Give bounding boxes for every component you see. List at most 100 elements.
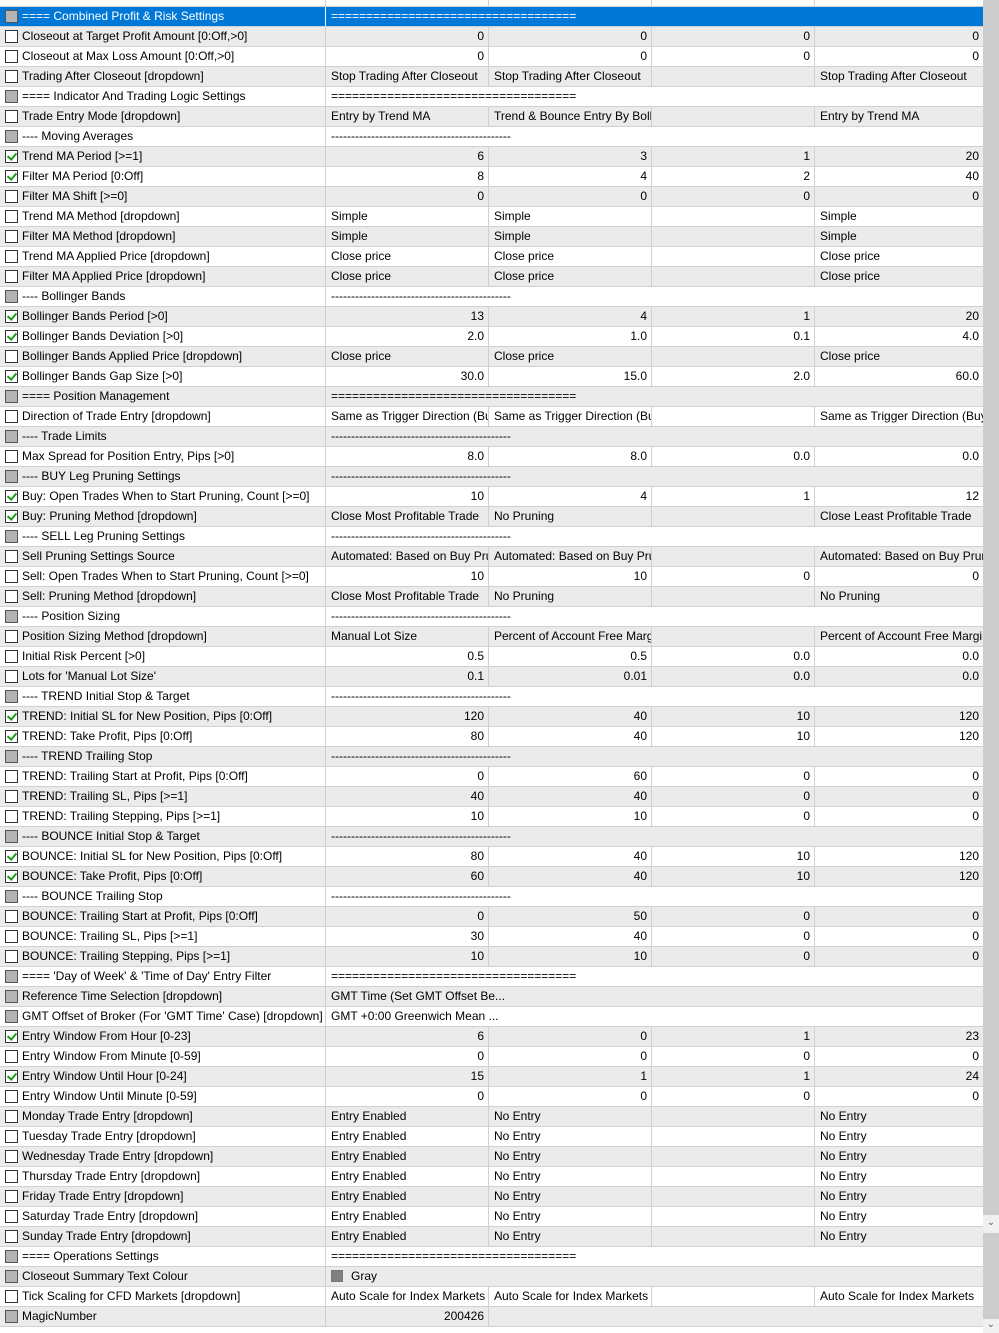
value-cell[interactable]: 40 xyxy=(489,727,652,746)
value-cell[interactable]: Entry Enabled xyxy=(326,1127,489,1146)
parameter-name[interactable]: Trade Entry Mode [dropdown] xyxy=(0,107,326,126)
value-cell[interactable]: 0 xyxy=(972,49,979,63)
span-value-cell[interactable]: =================================== xyxy=(326,1247,983,1266)
value-cell[interactable]: 80 xyxy=(326,847,489,866)
value-cell[interactable]: No Entry xyxy=(820,1149,867,1163)
parameter-name[interactable]: ---- TREND Initial Stop & Target xyxy=(0,687,326,706)
parameter-row[interactable]: Thursday Trade Entry [dropdown] Entry Ena… xyxy=(0,1167,983,1187)
value-cell[interactable]: No Pruning xyxy=(820,589,881,603)
value-cell[interactable]: 0 xyxy=(652,187,815,206)
value-cell[interactable]: Auto Scale for Index Markets xyxy=(326,1287,489,1306)
value-cell[interactable]: 1 xyxy=(652,1027,815,1046)
value-cell[interactable]: Entry Enabled xyxy=(326,1207,489,1226)
value-cell[interactable]: 0 xyxy=(652,27,815,46)
checkbox-icon[interactable] xyxy=(5,770,18,783)
value-cell[interactable]: 2 xyxy=(652,167,815,186)
checkbox-icon[interactable] xyxy=(5,670,18,683)
value-cell[interactable]: Simple xyxy=(326,227,489,246)
parameter-row[interactable]: ---- BOUNCE Initial Stop & Target -------… xyxy=(0,827,983,847)
value-cell[interactable]: 8.0 xyxy=(326,447,489,466)
value-cell[interactable] xyxy=(652,407,815,426)
value-cell[interactable]: 13 xyxy=(326,307,489,326)
parameter-row[interactable]: Closeout at Max Loss Amount [0:Off,>0] 0 0… xyxy=(0,47,983,67)
value-cell[interactable]: 0 xyxy=(652,947,815,966)
value-cell[interactable]: 0.0 xyxy=(652,647,815,666)
value-cell[interactable]: Close price xyxy=(489,247,652,266)
parameter-name[interactable]: TREND: Trailing Start at Profit, Pips [0… xyxy=(0,767,326,786)
value-cell[interactable]: 0 xyxy=(489,1047,652,1066)
value-cell[interactable]: 40 xyxy=(489,847,652,866)
value-cell[interactable]: No Pruning xyxy=(489,507,652,526)
value-cell[interactable]: 120 xyxy=(958,849,979,863)
value-cell[interactable]: 80 xyxy=(326,727,489,746)
value-cell[interactable]: 40 xyxy=(489,707,652,726)
value-cell[interactable]: 2.0 xyxy=(652,367,815,386)
value-cell[interactable]: 0 xyxy=(489,27,652,46)
value-cell[interactable]: 0 xyxy=(489,1087,652,1106)
parameter-row[interactable]: BOUNCE: Take Profit, Pips [0:Off] 60 40 10 1… xyxy=(0,867,983,887)
value-cell[interactable]: 0.01 xyxy=(489,667,652,686)
checkbox-icon[interactable] xyxy=(5,650,18,663)
value-cell[interactable]: Stop Trading After Closeout xyxy=(820,69,967,83)
parameter-row[interactable]: ---- BOUNCE Trailing Stop ---------------… xyxy=(0,887,983,907)
span-value-cell[interactable]: ----------------------------------------… xyxy=(326,687,983,706)
value-cell[interactable]: 0 xyxy=(972,809,979,823)
value-cell[interactable]: 30.0 xyxy=(326,367,489,386)
checkbox-icon[interactable] xyxy=(5,1050,18,1063)
parameter-row[interactable]: Closeout at Target Profit Amount [0:Off,… xyxy=(0,27,983,47)
parameter-name[interactable]: TREND: Trailing SL, Pips [>=1] xyxy=(0,787,326,806)
value-cell[interactable]: 4 xyxy=(489,487,652,506)
value-cell[interactable]: 4 xyxy=(489,307,652,326)
parameter-row[interactable]: ==== 'Day of Week' & 'Time of Day' Entry… xyxy=(0,967,983,987)
value-cell[interactable]: 0 xyxy=(489,1027,652,1046)
value-cell[interactable]: Entry Enabled xyxy=(326,1147,489,1166)
parameter-row[interactable]: ==== Combined Profit & Risk Settings ====… xyxy=(0,7,983,27)
value-cell[interactable]: 0 xyxy=(489,47,652,66)
parameter-name[interactable]: Max Spread for Position Entry, Pips [>0] xyxy=(0,447,326,466)
span-value-cell[interactable]: =================================== xyxy=(326,967,983,986)
value-cell[interactable]: 15 xyxy=(326,1067,489,1086)
value-cell[interactable] xyxy=(652,67,815,86)
outer-scroll-down-arrow-icon[interactable]: ⌄ xyxy=(986,1319,996,1330)
parameter-row[interactable]: ---- BUY Leg Pruning Settings -----------… xyxy=(0,467,983,487)
value-cell[interactable]: No Entry xyxy=(489,1107,652,1126)
parameter-name[interactable]: Entry Window From Minute [0-59] xyxy=(0,1047,326,1066)
span-value-cell[interactable]: ----------------------------------------… xyxy=(326,747,983,766)
checkbox-checked-icon[interactable] xyxy=(5,850,18,863)
parameter-row[interactable]: Initial Risk Percent [>0] 0.5 0.5 0.0 0.0 xyxy=(0,647,983,667)
checkbox-checked-icon[interactable] xyxy=(5,510,18,523)
parameter-name[interactable]: Filter MA Period [0:Off] xyxy=(0,167,326,186)
parameter-name[interactable]: Closeout at Target Profit Amount [0:Off,… xyxy=(0,27,326,46)
value-cell[interactable]: 0 xyxy=(326,1087,489,1106)
value-cell[interactable]: 40 xyxy=(489,927,652,946)
value-cell[interactable]: 0 xyxy=(652,767,815,786)
parameter-row[interactable]: Trend MA Period [>=1] 6 3 1 20 xyxy=(0,147,983,167)
value-cell[interactable]: 50 xyxy=(489,907,652,926)
value-cell[interactable] xyxy=(652,347,815,366)
parameter-row[interactable]: Tuesday Trade Entry [dropdown] Entry Enab… xyxy=(0,1127,983,1147)
value-cell[interactable] xyxy=(652,207,815,226)
value-cell[interactable]: No Entry xyxy=(820,1129,867,1143)
parameter-name[interactable]: Entry Window Until Hour [0-24] xyxy=(0,1067,326,1086)
value-cell[interactable]: 3 xyxy=(489,147,652,166)
checkbox-checked-icon[interactable] xyxy=(5,710,18,723)
span-value-cell[interactable]: =================================== xyxy=(326,387,983,406)
checkbox-icon[interactable] xyxy=(5,270,18,283)
value-cell[interactable]: 0 xyxy=(652,47,815,66)
value-cell[interactable]: 10 xyxy=(652,727,815,746)
value-cell[interactable]: Close Most Profitable Trade xyxy=(326,507,489,526)
value-cell[interactable]: No Entry xyxy=(489,1147,652,1166)
parameter-name[interactable]: ---- Bollinger Bands xyxy=(0,287,326,306)
value-cell[interactable]: 15.0 xyxy=(489,367,652,386)
parameter-name[interactable]: TREND: Trailing Stepping, Pips [>=1] xyxy=(0,807,326,826)
parameter-row[interactable]: BOUNCE: Trailing SL, Pips [>=1] 30 40 0 0 xyxy=(0,927,983,947)
parameter-name[interactable]: Closeout at Max Loss Amount [0:Off,>0] xyxy=(0,47,326,66)
parameter-name[interactable]: Bollinger Bands Deviation [>0] xyxy=(0,327,326,346)
parameter-row[interactable]: Buy: Pruning Method [dropdown] Close Most… xyxy=(0,507,983,527)
value-cell[interactable]: Close price xyxy=(489,347,652,366)
parameter-row[interactable]: Bollinger Bands Period [>0] 13 4 1 20 xyxy=(0,307,983,327)
parameter-name[interactable]: Wednesday Trade Entry [dropdown] xyxy=(0,1147,326,1166)
parameter-row[interactable]: Monday Trade Entry [dropdown] Entry Enabl… xyxy=(0,1107,983,1127)
value-cell[interactable]: 10 xyxy=(489,807,652,826)
checkbox-icon[interactable] xyxy=(5,570,18,583)
